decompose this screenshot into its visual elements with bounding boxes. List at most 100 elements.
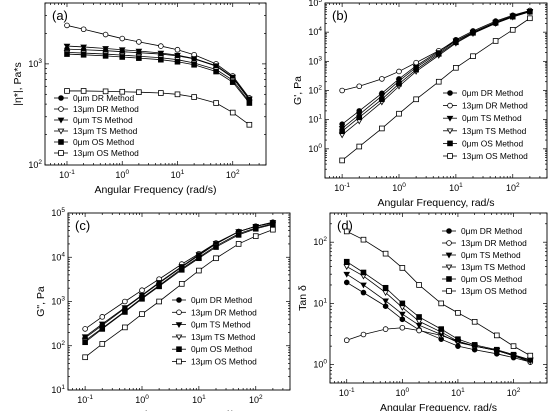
legend-entry-label: 0μm DR Method: [462, 88, 523, 98]
data-point: [102, 46, 109, 52]
data-point: [470, 53, 476, 59]
legend-marker: [176, 346, 182, 352]
data-point: [416, 314, 422, 320]
chart-panel-2: 10-1 100 101 102 100 101 102 103 104 105 Angular F…: [292, 0, 548, 209]
legend-entry-label: 13μm TS Method: [191, 332, 256, 342]
legend-entry-label: 0μm TS Method: [191, 320, 251, 330]
data-point: [190, 56, 198, 62]
data-point: [416, 327, 422, 334]
data-point: [398, 311, 406, 318]
data-point: [213, 244, 219, 250]
data-point: [191, 94, 197, 100]
data-point: [229, 79, 236, 85]
data-point: [122, 298, 128, 305]
data-point: [138, 292, 146, 299]
legend-marker: [447, 90, 453, 96]
legend-entry-label: 13μm TS Method: [73, 126, 138, 136]
data-point: [382, 284, 389, 291]
data-point: [396, 68, 402, 75]
y-tick-label: 104: [51, 251, 65, 262]
data-point: [438, 300, 444, 307]
data-point: [492, 19, 499, 26]
data-point: [356, 143, 363, 150]
legend-entry-label: 0μm TS Method: [461, 250, 521, 260]
data-point: [343, 258, 350, 265]
x-tick-label: 102: [507, 387, 521, 398]
data-point: [80, 88, 87, 94]
data-point: [235, 241, 242, 247]
data-point: [438, 326, 444, 332]
legend-marker: [58, 95, 64, 101]
legend-entry-label: 0μm OS Method: [191, 344, 252, 354]
series-6: [339, 15, 533, 164]
legend-marker: [445, 252, 453, 259]
data-point: [399, 324, 406, 331]
legend-marker: [446, 115, 454, 122]
data-point: [492, 38, 499, 44]
data-point: [382, 303, 389, 309]
data-point: [252, 225, 259, 232]
chart-panel-4: 10-1 100 101 102 100 101 102 Angular Frequency,…: [297, 212, 548, 411]
data-point: [80, 51, 87, 58]
data-point: [156, 298, 162, 305]
data-point: [252, 233, 259, 239]
legend-entry-label: 13μm OS Method: [73, 148, 139, 158]
data-point: [378, 93, 386, 100]
data-point: [382, 326, 389, 332]
x-tick-label: 100: [115, 169, 129, 180]
legend-entry-label: 0μm DR Method: [191, 295, 252, 305]
x-tick-label: 100: [392, 182, 406, 193]
data-point: [102, 88, 109, 95]
legend-marker: [175, 322, 183, 329]
data-point: [246, 121, 253, 128]
y-tick-label: 102: [313, 236, 327, 247]
data-point: [455, 336, 461, 342]
legend-entry-label: 0μm TS Method: [73, 115, 133, 125]
y-tick-label: 105: [51, 207, 65, 218]
data-point: [155, 280, 163, 286]
data-point: [360, 269, 367, 276]
legend-entry-label: 0μm DR Method: [461, 226, 522, 236]
data-point: [360, 289, 367, 296]
y-tick-label: 100: [308, 143, 322, 154]
x-tick-label: 101: [449, 182, 463, 193]
data-point: [382, 298, 389, 305]
data-point: [122, 309, 128, 315]
legend-entry-label: 13μm OS Method: [461, 286, 527, 296]
chart-panel-1: 10-1 100 101 102 102 103 Angular Frequency (ra…: [12, 2, 267, 196]
series-6: [82, 226, 276, 361]
data-point: [102, 31, 109, 38]
data-point: [471, 319, 478, 325]
legend-entry-label: 13μm OS Method: [462, 151, 528, 161]
legend-marker: [446, 228, 452, 234]
panel-label: (c): [75, 218, 90, 233]
chart-panel-3: 10-1 100 101 102 101 102 103 104 105 Angular Freq…: [35, 207, 291, 411]
legend-entry-label: 0μm DR Method: [73, 93, 134, 103]
data-point: [509, 13, 516, 20]
legend-marker: [446, 240, 452, 246]
legend-entry-label: 13μm OS Method: [191, 357, 257, 367]
legend-entry-label: 13μm DR Method: [461, 238, 527, 248]
panel-label: (a): [52, 8, 68, 23]
data-point: [139, 296, 145, 302]
data-point: [399, 265, 406, 271]
data-point: [119, 54, 126, 60]
data-point: [229, 74, 237, 81]
data-point: [195, 252, 203, 259]
data-point: [435, 51, 442, 57]
data-point: [396, 110, 402, 117]
x-axis-label: Angular Frequency, rad/s: [380, 402, 497, 411]
data-point: [158, 56, 164, 63]
data-point: [174, 58, 181, 65]
data-point: [64, 51, 70, 57]
data-point: [435, 78, 442, 85]
data-point: [343, 271, 351, 278]
data-point: [379, 125, 385, 132]
data-point: [99, 314, 106, 320]
data-point: [270, 226, 276, 233]
data-point: [82, 354, 88, 361]
series-5: [339, 8, 533, 135]
legend-marker: [57, 117, 65, 124]
data-point: [119, 88, 126, 95]
